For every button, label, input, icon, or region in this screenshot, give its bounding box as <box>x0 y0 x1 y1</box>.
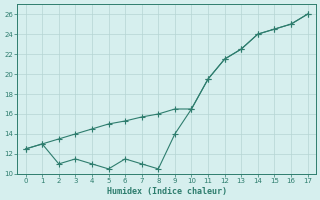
X-axis label: Humidex (Indice chaleur): Humidex (Indice chaleur) <box>107 187 227 196</box>
